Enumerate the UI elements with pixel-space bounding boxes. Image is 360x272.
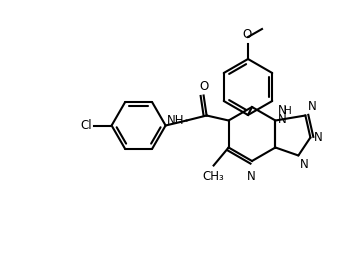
- Text: N: N: [307, 100, 316, 113]
- Text: H: H: [284, 107, 292, 116]
- Text: N: N: [278, 104, 286, 116]
- Text: N: N: [247, 170, 255, 183]
- Text: N: N: [300, 157, 308, 171]
- Text: N: N: [278, 113, 286, 126]
- Text: O: O: [242, 28, 252, 41]
- Text: CH₃: CH₃: [203, 171, 225, 184]
- Text: Cl: Cl: [80, 119, 91, 132]
- Text: O: O: [199, 79, 208, 92]
- Text: N: N: [314, 131, 322, 144]
- Text: NH: NH: [167, 114, 185, 127]
